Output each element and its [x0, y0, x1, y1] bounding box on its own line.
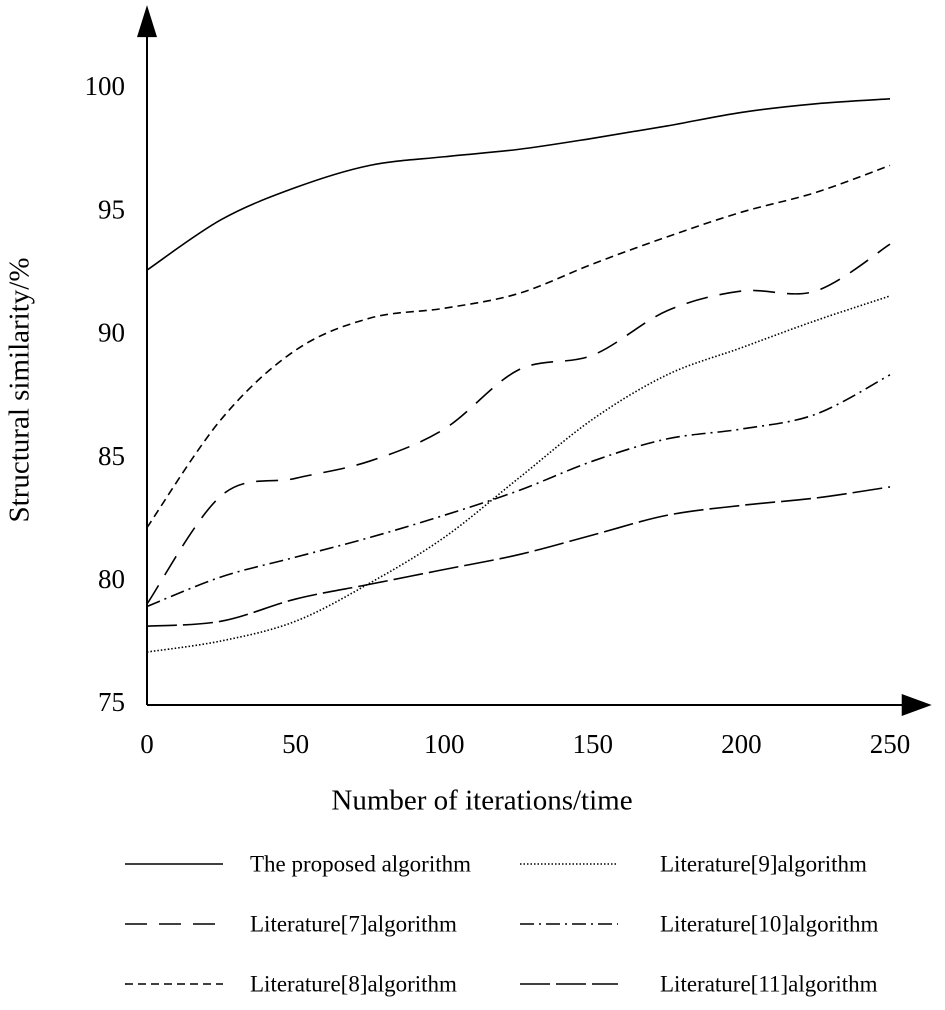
series-line — [146, 243, 891, 605]
series-line — [146, 486, 891, 627]
y-axis-arrow — [137, 5, 157, 38]
series-line — [146, 374, 891, 608]
series-line — [146, 295, 891, 653]
series-line — [146, 164, 891, 529]
y-tick-label: 80 — [98, 564, 125, 594]
legend-label: Literature[7]algorithm — [250, 911, 457, 936]
y-tick-label: 100 — [85, 71, 126, 101]
x-axis-label: Number of iterations/time — [331, 785, 632, 817]
legend-label: Literature[9]algorithm — [660, 851, 867, 876]
legend-label: Literature[11]algorithm — [660, 971, 878, 996]
x-tick-label: 150 — [573, 729, 614, 759]
x-tick-label: 250 — [870, 729, 911, 759]
x-tick-label: 200 — [721, 729, 762, 759]
x-tick-label: 50 — [282, 729, 309, 759]
legend-label: The proposed algorithm — [250, 851, 471, 876]
x-tick-label: 100 — [424, 729, 465, 759]
legend-label: Literature[8]algorithm — [250, 971, 457, 996]
series-line — [146, 98, 891, 271]
y-tick-label: 75 — [98, 687, 125, 717]
y-tick-label: 85 — [98, 441, 125, 471]
legend-label: Literature[10]algorithm — [660, 911, 879, 936]
y-tick-label: 95 — [98, 194, 125, 224]
y-axis-label: Structural similarity/% — [4, 258, 36, 523]
y-tick-label: 90 — [98, 318, 125, 348]
x-tick-label: 0 — [140, 729, 154, 759]
x-axis-arrow — [901, 694, 932, 716]
